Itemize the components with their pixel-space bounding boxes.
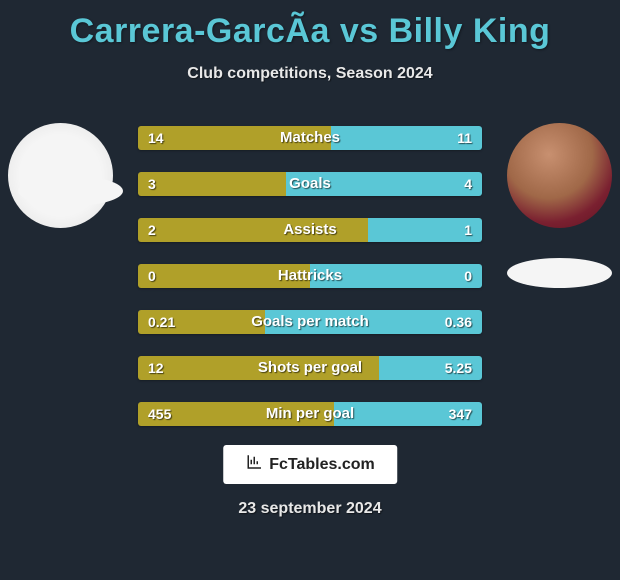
stat-row: Hattricks00 bbox=[138, 264, 482, 288]
stat-row: Assists21 bbox=[138, 218, 482, 242]
stat-row: Goals per match0.210.36 bbox=[138, 310, 482, 334]
chart-icon bbox=[245, 453, 263, 476]
player-right-shadow bbox=[507, 258, 612, 288]
stat-bar-left bbox=[138, 218, 368, 242]
stat-bar-right bbox=[334, 402, 482, 426]
page-title: Carrera-GarcÃ­a vs Billy King bbox=[0, 0, 620, 51]
stat-bar-left bbox=[138, 264, 310, 288]
subtitle: Club competitions, Season 2024 bbox=[0, 65, 620, 83]
player-left-shadow bbox=[18, 176, 123, 206]
stat-bar-right bbox=[379, 356, 482, 380]
stat-bar-left bbox=[138, 310, 265, 334]
stat-bar-left bbox=[138, 172, 286, 196]
stat-bar-right bbox=[368, 218, 482, 242]
stat-bar-left bbox=[138, 356, 379, 380]
stat-row: Matches1411 bbox=[138, 126, 482, 150]
stat-bar-right bbox=[265, 310, 482, 334]
stats-bars: Matches1411 Goals34 Assists21 Hattricks00 Go… bbox=[138, 126, 482, 448]
stat-row: Min per goal455347 bbox=[138, 402, 482, 426]
date-text: 23 september 2024 bbox=[0, 500, 620, 518]
player-right-avatar bbox=[507, 123, 612, 228]
stat-row: Goals34 bbox=[138, 172, 482, 196]
stat-bar-left bbox=[138, 126, 331, 150]
stat-bar-left bbox=[138, 402, 334, 426]
watermark-text: FcTables.com bbox=[269, 456, 375, 474]
stat-bar-right bbox=[286, 172, 482, 196]
stat-bar-right bbox=[310, 264, 482, 288]
watermark-badge: FcTables.com bbox=[223, 445, 397, 484]
stat-bar-right bbox=[331, 126, 482, 150]
stat-row: Shots per goal125.25 bbox=[138, 356, 482, 380]
